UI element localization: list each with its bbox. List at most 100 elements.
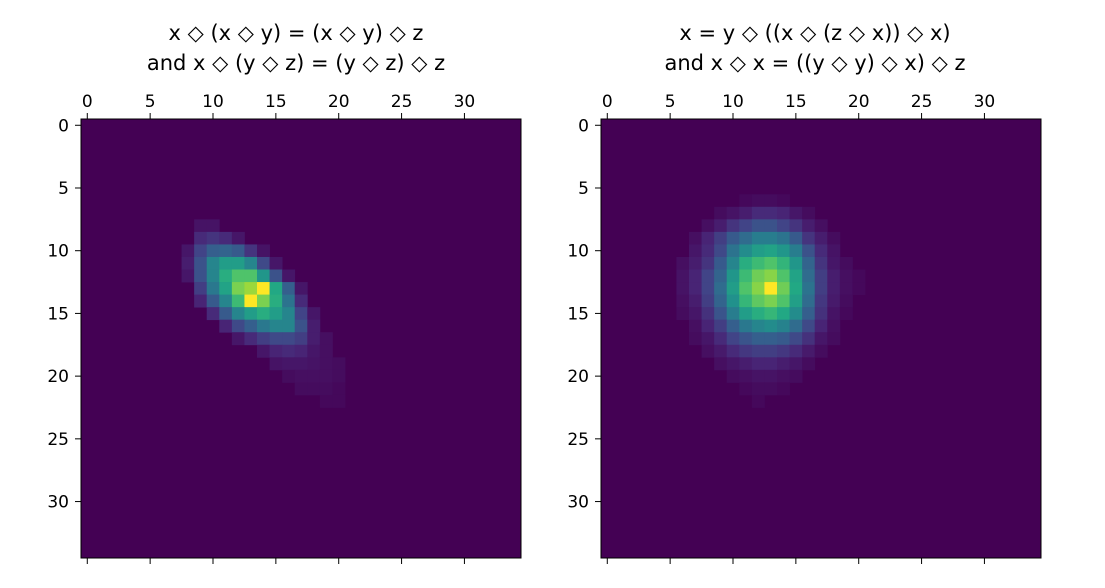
heatmap-cell (219, 307, 233, 321)
heatmap-cell (751, 382, 765, 396)
heatmap-cell (319, 394, 333, 408)
heatmap-cell (269, 307, 283, 321)
y-tick-label: 5 (578, 179, 589, 199)
heatmap-cell (802, 256, 816, 270)
heatmap-cell (739, 332, 753, 346)
y-tick-label: 20 (47, 367, 69, 387)
y-axis-left: 0 5 10 15 20 25 30 (567, 116, 601, 513)
heatmap-cell (219, 282, 233, 295)
heatmap-cell (714, 332, 728, 346)
heatmap-cell (739, 194, 753, 208)
y-axis-left: 0 5 10 15 20 25 30 (47, 116, 81, 513)
heatmap-cell (764, 231, 778, 245)
heatmap-cell (789, 219, 803, 233)
heatmap-cell (802, 219, 816, 233)
heatmap-cell (764, 357, 778, 371)
heatmap-cell (739, 344, 753, 358)
heatmap-cell (714, 294, 728, 308)
heatmap-cell (751, 332, 765, 346)
heatmap-cell (257, 294, 270, 308)
heatmap-cell (814, 282, 828, 295)
heatmap-cell (244, 269, 258, 283)
x-tick-label: 30 (974, 92, 996, 112)
x-axis-top: 0 5 10 15 20 25 30 (602, 92, 995, 564)
heatmap-cell (206, 244, 220, 258)
heatmap-cell (206, 307, 220, 321)
heatmap-cell (231, 244, 245, 258)
heatmap-cell (751, 307, 765, 321)
heatmap-cell (726, 256, 740, 270)
heatmap-cell (726, 206, 740, 220)
heatmap-cell (777, 294, 790, 308)
heatmap-cell (802, 319, 816, 333)
heatmap-cell (814, 231, 828, 245)
heatmap-cell (777, 382, 790, 396)
y-tick-label: 10 (567, 242, 589, 262)
heatmap-cell (814, 319, 828, 333)
x-tick-label: 20 (328, 92, 350, 112)
heatmap-cell (739, 307, 753, 321)
heatmap-cell (194, 256, 208, 270)
heatmap-cell (231, 294, 245, 308)
heatmap-cell (739, 244, 753, 258)
heatmap-cell (294, 332, 308, 346)
heatmap-cell (714, 357, 728, 371)
heatmap-cell (726, 219, 740, 233)
heatmap-cell (282, 294, 296, 308)
heatmap-cell (307, 344, 321, 358)
heatmap-cell (739, 319, 753, 333)
heatmap-cell (789, 244, 803, 258)
y-tick-label: 25 (567, 430, 589, 450)
heatmap-cell (764, 344, 778, 358)
chart-title-line-2: and x ◇ x = ((y ◇ y) ◇ x) ◇ z (664, 51, 965, 75)
heatmap-cell (676, 256, 690, 270)
heatmap-cell (726, 307, 740, 321)
heatmap-cell (206, 294, 220, 308)
heatmap-cell (294, 382, 308, 396)
heatmap-cell (194, 231, 208, 245)
heatmap-cell (294, 307, 308, 321)
heatmap-cell (231, 282, 245, 295)
heatmap-cells (81, 119, 521, 558)
heatmap-cell (814, 244, 828, 258)
heatmap-cell (726, 269, 740, 283)
heatmap-cell (714, 219, 728, 233)
x-tick-label: 30 (454, 92, 476, 112)
heatmap-cell (789, 256, 803, 270)
heatmap-cell (689, 244, 702, 258)
plot-frame (80, 118, 522, 559)
heatmap-cell (231, 307, 245, 321)
y-tick-label: 0 (58, 116, 69, 136)
heatmap-cell (739, 206, 753, 220)
heatmap-cell (764, 269, 778, 283)
chart-title-line-2: and x ◇ (y ◇ z) = (y ◇ z) ◇ z (147, 51, 445, 75)
heatmap-cell (701, 307, 715, 321)
heatmap-cell (206, 231, 220, 245)
heatmap-cell (307, 332, 321, 346)
heatmap-cell (777, 194, 790, 208)
heatmap-cell (714, 282, 728, 295)
heatmap-cell (802, 206, 816, 220)
heatmap-cell (689, 269, 702, 283)
heatmap-cell (814, 294, 828, 308)
heatmap-cell (789, 269, 803, 283)
heatmap-cell (244, 332, 258, 346)
heatmap-cell (726, 319, 740, 333)
heatmap-cell (257, 344, 270, 358)
heatmap-cell (827, 231, 841, 245)
y-tick-label: 20 (567, 367, 589, 387)
heatmap-cell (701, 344, 715, 358)
x-tick-label: 25 (391, 92, 413, 112)
heatmap-cell (764, 319, 778, 333)
y-tick-label: 30 (47, 493, 69, 513)
heatmap-cell (852, 282, 866, 295)
heatmap-cell (231, 231, 245, 245)
heatmap-cell (814, 344, 828, 358)
heatmap-cell (764, 332, 778, 346)
heatmap-cell (206, 219, 220, 233)
heatmap-cell (269, 256, 283, 270)
heatmap-cell (269, 294, 283, 308)
heatmap-cell (827, 332, 841, 346)
heatmap-cell (789, 369, 803, 383)
heatmap-cell (751, 269, 765, 283)
